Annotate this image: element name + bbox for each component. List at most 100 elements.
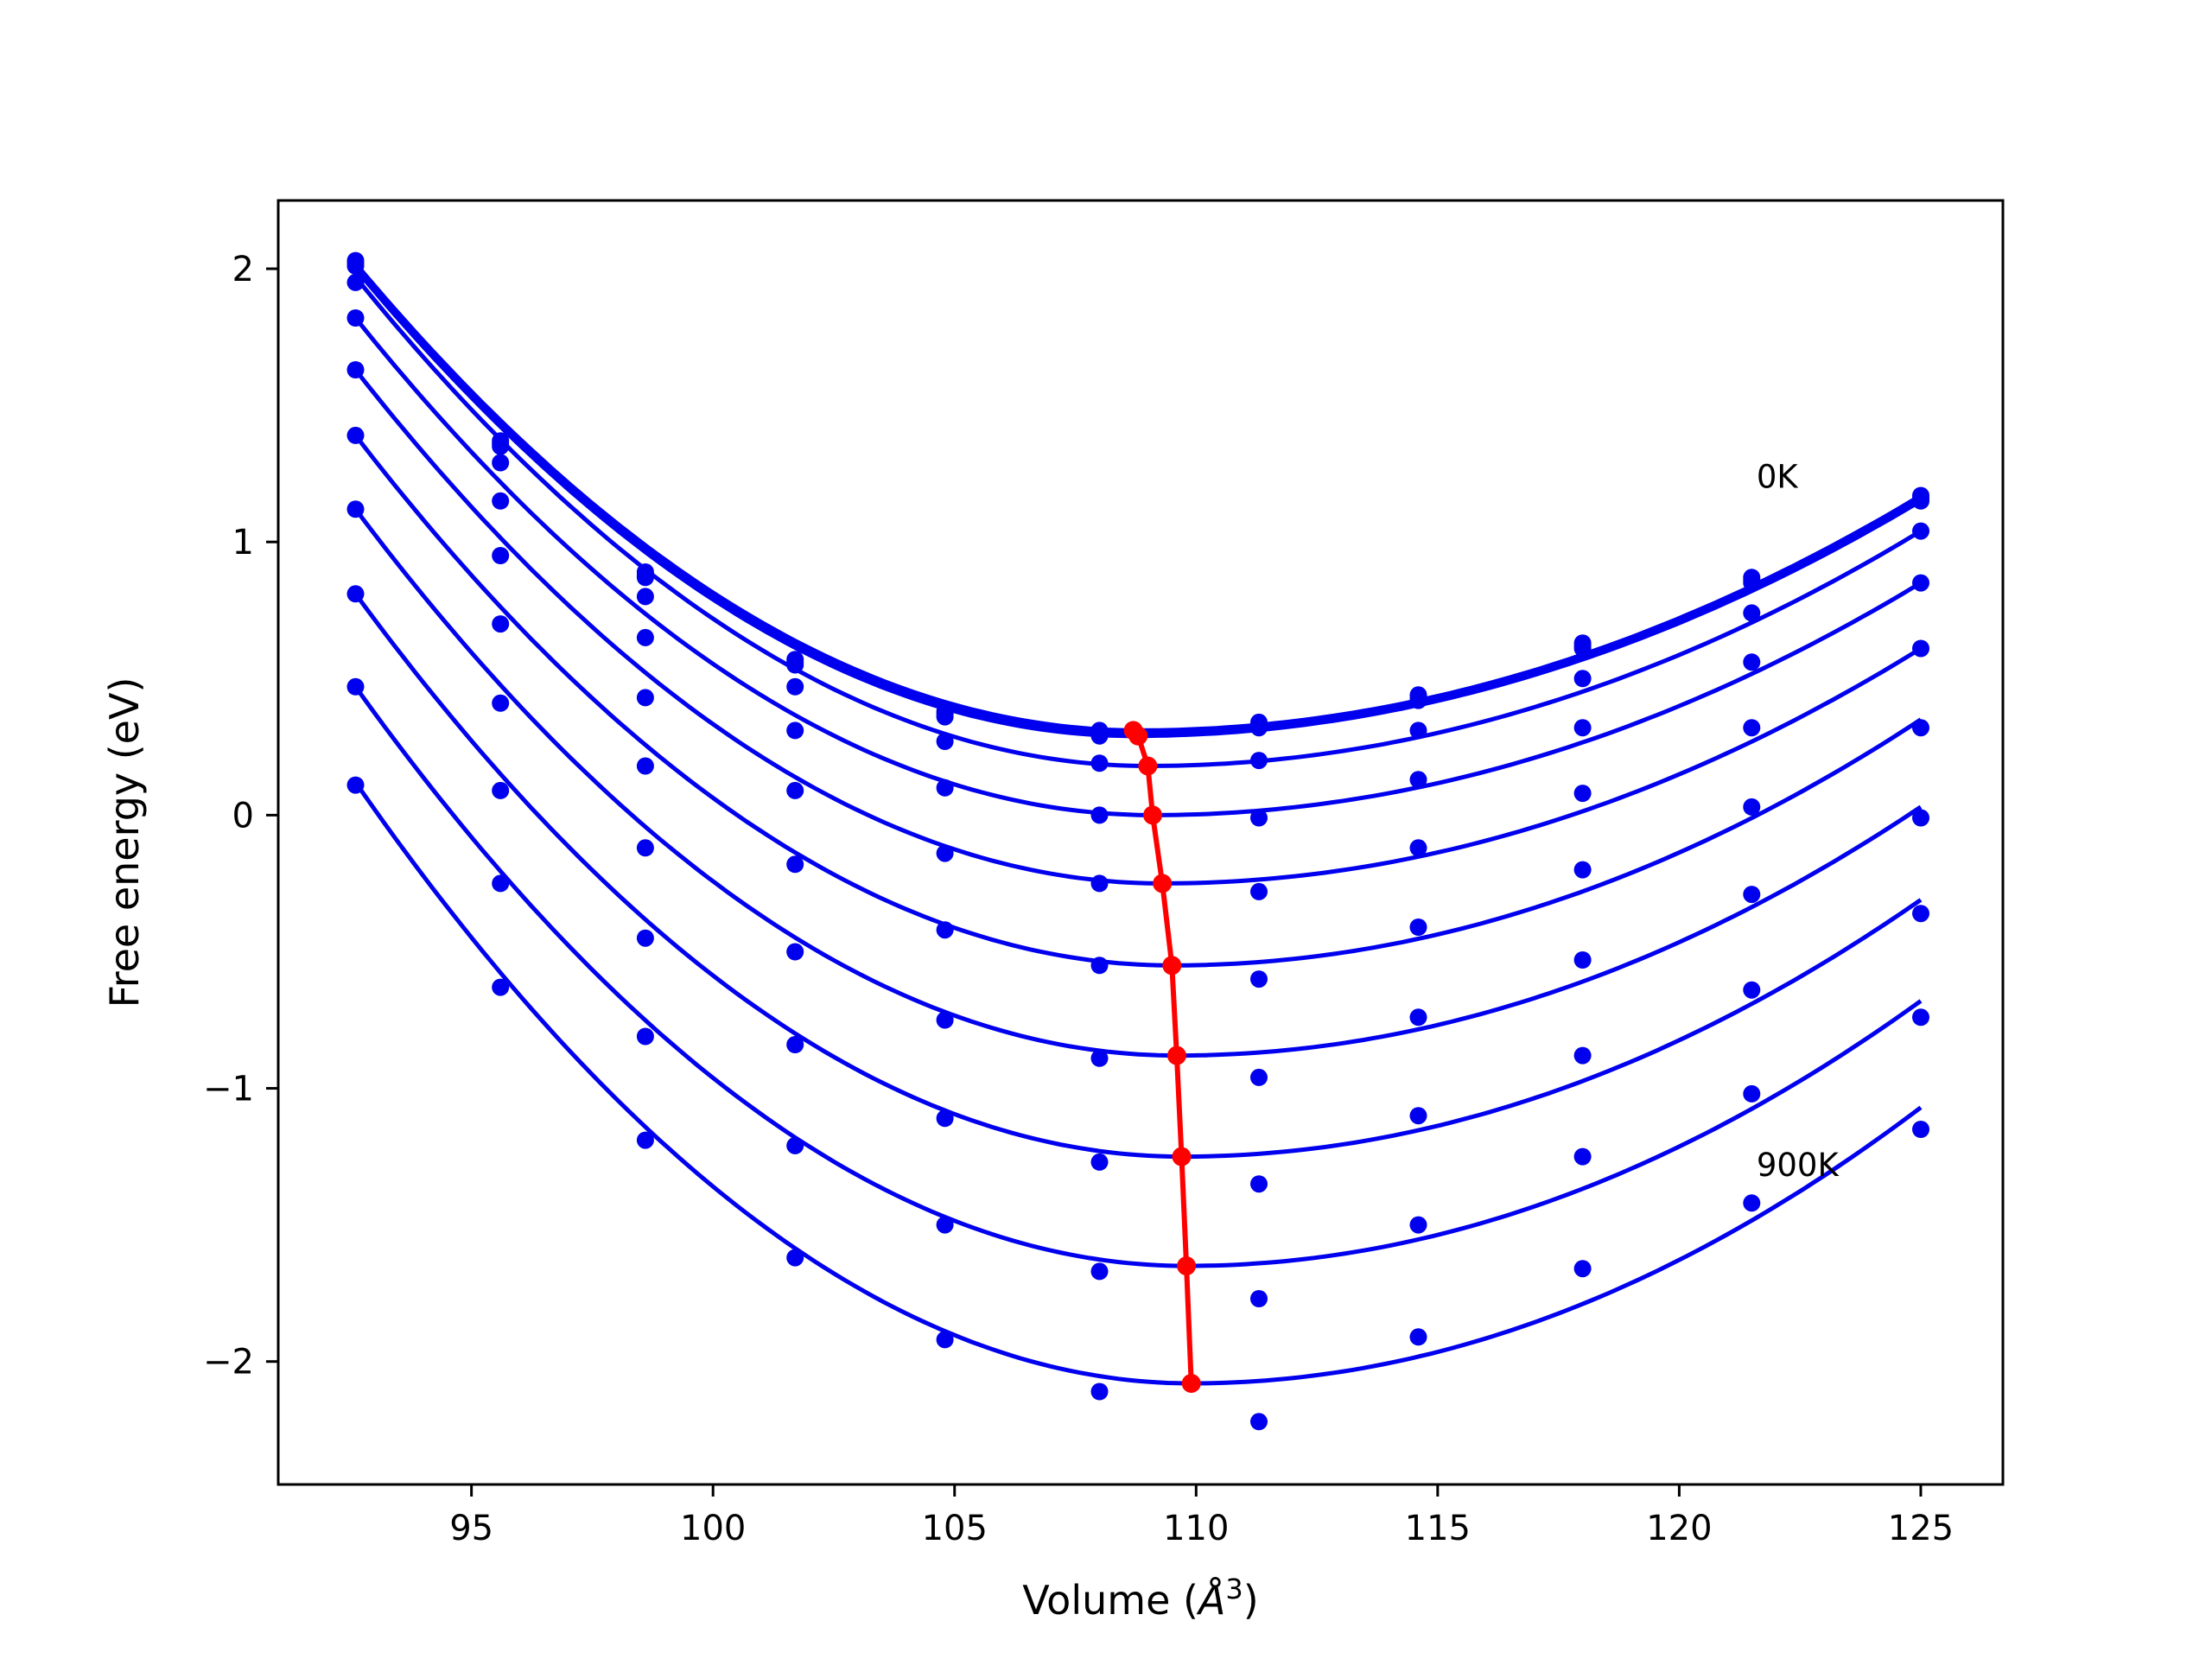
data-point xyxy=(636,757,654,775)
data-point xyxy=(1573,861,1592,879)
data-point xyxy=(936,1011,954,1029)
data-point xyxy=(346,585,365,603)
data-point xyxy=(1912,809,1929,827)
data-point xyxy=(636,689,654,707)
data-points xyxy=(346,251,1929,1431)
data-point xyxy=(936,1109,954,1128)
data-point xyxy=(1912,574,1929,592)
y-tick-label: 0 xyxy=(232,796,254,836)
minimum-point xyxy=(1177,1256,1197,1276)
data-point xyxy=(1912,905,1929,923)
data-point xyxy=(786,721,804,740)
fit-curve-6 xyxy=(353,434,1923,968)
fit-curve-10 xyxy=(353,780,1923,1386)
data-point xyxy=(1912,719,1929,737)
data-point xyxy=(1573,785,1592,803)
data-point xyxy=(1090,874,1109,893)
labels: 0K 900K Free energy (eV) Volume (Å3) xyxy=(101,458,1840,1624)
annotation-900K: 900K xyxy=(1757,1147,1840,1184)
data-point xyxy=(1573,670,1592,688)
y-tick-label: −2 xyxy=(203,1343,254,1382)
data-point xyxy=(1090,1262,1109,1281)
data-point xyxy=(1573,1260,1592,1278)
data-point xyxy=(936,1331,954,1349)
data-point xyxy=(346,426,365,444)
data-point xyxy=(492,615,510,633)
data-point xyxy=(786,1249,804,1267)
x-tick-label: 95 xyxy=(449,1509,493,1548)
data-point xyxy=(786,943,804,961)
data-point xyxy=(1912,1008,1929,1027)
data-point xyxy=(1250,1290,1268,1307)
data-point xyxy=(1409,1107,1427,1125)
minimum-point xyxy=(1128,726,1148,746)
data-point xyxy=(1250,882,1268,900)
data-point xyxy=(492,694,510,712)
x-axis-label-end: ) xyxy=(1243,1577,1259,1624)
data-point xyxy=(936,921,954,939)
data-point xyxy=(786,677,804,696)
data-point xyxy=(1912,639,1929,658)
data-point xyxy=(492,454,510,472)
data-point xyxy=(492,874,510,893)
data-point xyxy=(1090,1153,1109,1171)
x-tick-label: 105 xyxy=(922,1509,988,1548)
data-point xyxy=(492,781,510,799)
y-tick-label: 1 xyxy=(232,523,254,563)
data-point xyxy=(1743,798,1761,816)
data-point xyxy=(636,628,654,646)
data-point xyxy=(1250,809,1268,827)
data-point xyxy=(1250,752,1268,770)
data-point xyxy=(786,855,804,874)
data-point xyxy=(1409,918,1427,936)
minima-line xyxy=(1123,721,1201,1393)
minimum-point xyxy=(1172,1147,1192,1166)
fit-curve-0 xyxy=(353,262,1923,733)
y-tick-label: 2 xyxy=(232,250,254,289)
fit-curve-8 xyxy=(353,592,1923,1160)
data-point xyxy=(1573,639,1592,658)
data-point xyxy=(1409,1008,1427,1027)
data-point xyxy=(1743,719,1761,737)
data-point xyxy=(1250,1068,1268,1086)
x-tick-label: 115 xyxy=(1405,1509,1471,1548)
data-point xyxy=(1090,727,1109,745)
data-point xyxy=(346,361,365,378)
x-tick-label: 120 xyxy=(1646,1509,1712,1548)
data-point xyxy=(1912,522,1929,540)
minimum-point xyxy=(1153,874,1173,893)
minima-path xyxy=(1131,728,1194,1384)
x-axis-label-symbol: Å xyxy=(1196,1577,1225,1624)
data-point xyxy=(1090,754,1109,772)
data-point xyxy=(1743,604,1761,622)
minimum-point xyxy=(1143,805,1162,825)
fit-curve-9 xyxy=(353,685,1923,1268)
data-point xyxy=(786,1136,804,1154)
data-point xyxy=(1912,1121,1929,1138)
fit-curves xyxy=(353,262,1923,1386)
x-tick-label: 125 xyxy=(1888,1509,1954,1548)
fit-curve-7 xyxy=(353,507,1923,1058)
axes: 95 100 105 110 115 120 125 2 1 0 −1 −2 xyxy=(203,199,2005,1548)
x-axis-label: Volume (Å3) xyxy=(1022,1573,1258,1624)
data-point xyxy=(346,273,365,291)
data-point xyxy=(786,781,804,799)
data-point xyxy=(1409,721,1427,740)
plot-frame xyxy=(276,199,2005,1486)
data-point xyxy=(936,1216,954,1234)
minimum-point xyxy=(1181,1374,1201,1393)
data-point xyxy=(1250,1175,1268,1193)
data-point xyxy=(346,309,365,327)
data-point xyxy=(492,547,510,564)
data-point xyxy=(492,978,510,996)
data-point xyxy=(786,1036,804,1053)
fit-curve-4 xyxy=(353,316,1923,817)
data-point xyxy=(1409,1328,1427,1346)
data-point xyxy=(1250,1413,1268,1431)
data-point xyxy=(1250,970,1268,988)
annotation-0K: 0K xyxy=(1757,458,1800,495)
data-point xyxy=(1409,691,1427,709)
fit-curve-5 xyxy=(353,368,1923,886)
x-tick-label: 110 xyxy=(1163,1509,1229,1548)
